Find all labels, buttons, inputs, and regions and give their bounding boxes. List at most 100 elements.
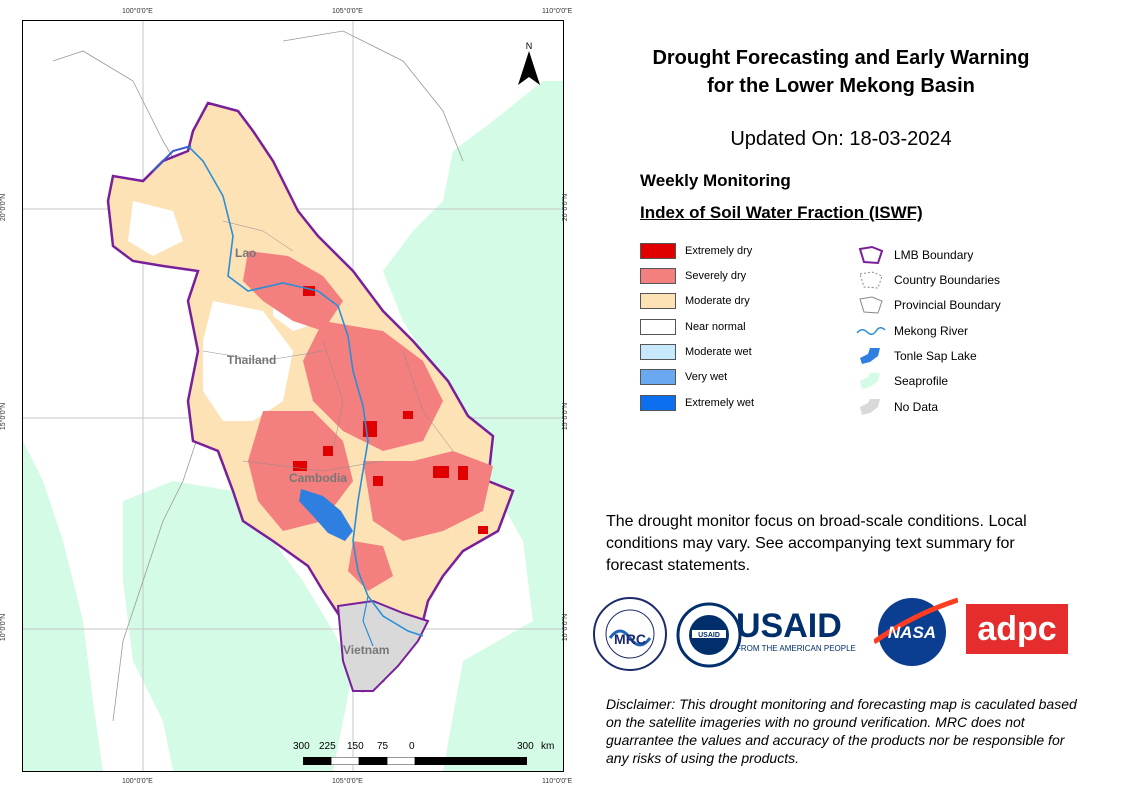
scale-label-300: 300 (293, 741, 310, 752)
nasa-text: NASA (888, 623, 936, 642)
legend-seaprofile: Seaprofile (856, 371, 948, 391)
left-tick-15: 15°0'0"N (0, 402, 8, 431)
no-data-icon (860, 399, 880, 415)
north-arrow: N (518, 41, 540, 89)
legend-label: Country Boundaries (894, 273, 1001, 287)
mekong-distributary (362, 595, 374, 647)
conditions-note: The drought monitor focus on broad-scale… (606, 513, 1027, 574)
no-data-area (336, 599, 430, 692)
map-canvas[interactable] (23, 21, 563, 771)
tonle-sap-lake (299, 489, 353, 541)
usaid-tagline: FROM THE AMERICAN PEOPLE (736, 644, 856, 653)
bottom-tick-100: 100°0'0"E (122, 778, 153, 785)
top-tick-105: 105°0'0"E (332, 8, 363, 15)
legend-moderate-wet: Moderate wet (640, 343, 752, 361)
legend-label: Near normal (685, 321, 746, 333)
usaid-seal-text: USAID (698, 632, 720, 639)
right-tick-10: 10°0'0"N (562, 613, 570, 642)
swatch-moderate-wet (640, 344, 676, 360)
title-line-2: for the Lower Mekong Basin (707, 75, 975, 97)
legend-no-data: No Data (856, 397, 938, 417)
scale-label-0: 0 (409, 741, 415, 752)
sea-area (323, 81, 563, 771)
top-tick-100: 100°0'0"E (122, 8, 153, 15)
country-label-cambodia: Cambodia (289, 471, 348, 485)
updated-date: Updated On: 18-03-2024 (730, 128, 952, 150)
legend-label: Moderate wet (685, 346, 752, 358)
bottom-tick-105: 105°0'0"E (332, 778, 363, 785)
legend-severely-dry: Severely dry (640, 267, 746, 285)
legend-mekong-river: Mekong River (856, 321, 968, 341)
country-label-thailand: Thailand (227, 353, 277, 367)
swatch-near-normal (640, 319, 676, 335)
upper-mekong (152, 145, 192, 172)
bottom-tick-110: 110°0'0"E (542, 778, 573, 785)
legend-label: Extremely wet (685, 397, 755, 409)
country-label-lao: Lao (235, 246, 257, 260)
gulf-of-thailand (123, 481, 353, 771)
scale-bar-graphic (303, 757, 527, 765)
right-tick-15: 15°0'0"N (562, 402, 570, 431)
adpc-text: adpc (977, 609, 1057, 648)
index-name: Index of Soil Water Fraction (ISWF) (640, 203, 923, 222)
legend-label: Severely dry (685, 270, 747, 282)
map-frame[interactable]: 100°0'0"E N Lao Thailand Cambodia Vietna… (22, 20, 564, 772)
adpc-logo: adpc (966, 604, 1068, 654)
legend-very-wet: Very wet (640, 368, 727, 386)
legend-provincial-boundary: Provincial Boundary (856, 295, 1001, 315)
country-label-vietnam: Vietnam (343, 643, 390, 657)
legend-label: Extremely dry (685, 245, 753, 257)
legend-extremely-wet: Extremely wet (640, 394, 754, 412)
provincial-boundary-icon (859, 296, 883, 314)
legend-moderate-dry: Moderate dry (640, 292, 750, 310)
disclaimer: Disclaimer: This drought monitoring and … (606, 696, 1077, 766)
legend-label: Very wet (685, 371, 728, 383)
scale-label-150: 150 (347, 741, 364, 752)
left-tick-20: 20°0'0"N (0, 193, 8, 222)
lake-icon (860, 348, 880, 364)
north-arrow-icon (518, 51, 540, 85)
legend-label: Moderate dry (685, 295, 750, 307)
top-tick-110: 110°0'0"E (542, 8, 573, 15)
legend-panel: Drought Forecasting and Early Warning fo… (590, 0, 1122, 794)
lmb-boundary-icon (858, 245, 884, 265)
legend-label: Mekong River (894, 324, 969, 338)
legend-label: Tonle Sap Lake (894, 349, 977, 363)
right-tick-20: 20°0'0"N (562, 193, 570, 222)
swatch-very-wet (640, 369, 676, 385)
legend-tonle-sap-lake: Tonle Sap Lake (856, 346, 977, 366)
country-boundary-icon (859, 271, 883, 289)
title-line-1: Drought Forecasting and Early Warning (652, 47, 1030, 69)
scale-label-225: 225 (319, 741, 336, 752)
legend-label: No Data (894, 400, 939, 414)
usaid-text: USAID (736, 607, 842, 645)
swatch-moderate-dry (640, 293, 676, 309)
legend-extremely-dry: Extremely dry (640, 242, 752, 260)
nasa-logo: NASA (874, 597, 958, 666)
left-tick-10: 10°0'0"N (0, 613, 8, 642)
scale-label-75: 75 (377, 741, 389, 752)
legend-label: Seaprofile (894, 374, 949, 388)
provincial-boundaries (202, 220, 454, 472)
andaman-sea (23, 441, 103, 771)
section-heading: Weekly Monitoring (640, 171, 791, 190)
scale-bar: 300 225 150 75 0 300 km (293, 741, 555, 767)
scale-unit: km (541, 741, 555, 752)
legend-label: Provincial Boundary (894, 298, 1001, 312)
scale-label-300-right: 300 (517, 741, 534, 752)
river-icon (856, 327, 886, 335)
legend-near-normal: Near normal (640, 318, 746, 336)
usaid-red-rule (796, 612, 862, 642)
swatch-extremely-dry (640, 243, 676, 259)
mrc-logo: MRC (593, 597, 667, 671)
sea-icon (860, 373, 880, 389)
mekong-river (187, 145, 424, 637)
north-label: N (525, 41, 533, 51)
mrc-logo-text: MRC (614, 631, 646, 647)
legend-country-boundaries: Country Boundaries (856, 270, 1000, 290)
usaid-seal-logo: USAID (676, 602, 742, 668)
extremely-dry-areas (293, 286, 488, 534)
logo-strip: MRC USAID USAID FROM THE AMERICAN PEOPLE… (590, 590, 1090, 671)
usaid-wordmark: USAID FROM THE AMERICAN PEOPLE (736, 608, 866, 653)
legend-lmb-boundary: LMB Boundary (856, 245, 973, 265)
